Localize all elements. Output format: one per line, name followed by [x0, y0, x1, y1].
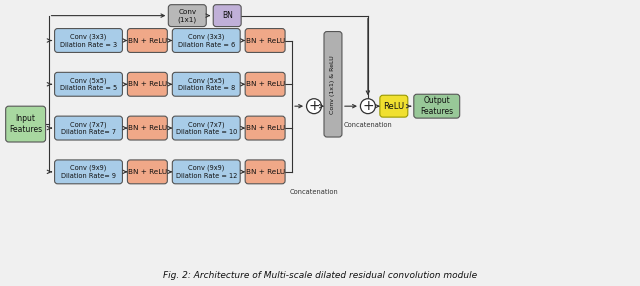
Text: Concatenation: Concatenation [290, 189, 339, 195]
Text: Conv (9x9)
Dilation Rate= 9: Conv (9x9) Dilation Rate= 9 [61, 165, 116, 179]
Text: Conv (5x5)
Dilation Rate = 8: Conv (5x5) Dilation Rate = 8 [178, 77, 235, 91]
FancyBboxPatch shape [127, 72, 167, 96]
Text: BN + ReLU: BN + ReLU [246, 37, 285, 43]
Text: +: + [308, 99, 320, 113]
FancyBboxPatch shape [127, 116, 167, 140]
Text: BN + ReLU: BN + ReLU [128, 81, 167, 87]
Text: BN: BN [222, 11, 232, 20]
FancyBboxPatch shape [245, 160, 285, 184]
Text: BN + ReLU: BN + ReLU [128, 169, 167, 175]
FancyBboxPatch shape [54, 160, 122, 184]
Text: Conv (1x1) & ReLU: Conv (1x1) & ReLU [330, 55, 335, 114]
Text: BN + ReLU: BN + ReLU [246, 81, 285, 87]
FancyBboxPatch shape [172, 160, 240, 184]
Text: +: + [362, 99, 374, 113]
Text: BN + ReLU: BN + ReLU [128, 125, 167, 131]
Circle shape [307, 99, 321, 114]
Text: Conv (5x5)
Dilation Rate = 5: Conv (5x5) Dilation Rate = 5 [60, 77, 117, 91]
Text: Conv (3x3)
Dilation Rate = 3: Conv (3x3) Dilation Rate = 3 [60, 33, 117, 47]
FancyBboxPatch shape [245, 116, 285, 140]
Text: Conv (9x9)
Dilation Rate = 12: Conv (9x9) Dilation Rate = 12 [175, 165, 237, 179]
FancyBboxPatch shape [213, 5, 241, 27]
Text: Conv (7x7)
Dilation Rate= 7: Conv (7x7) Dilation Rate= 7 [61, 121, 116, 135]
Text: Output
Features: Output Features [420, 96, 453, 116]
FancyBboxPatch shape [172, 72, 240, 96]
FancyBboxPatch shape [168, 5, 206, 27]
Text: BN + ReLU: BN + ReLU [128, 37, 167, 43]
FancyBboxPatch shape [245, 72, 285, 96]
Text: Conv (7x7)
Dilation Rate = 10: Conv (7x7) Dilation Rate = 10 [175, 121, 237, 135]
Text: BN + ReLU: BN + ReLU [246, 169, 285, 175]
Text: Conv (3x3)
Dilation Rate = 6: Conv (3x3) Dilation Rate = 6 [178, 33, 235, 47]
FancyBboxPatch shape [324, 31, 342, 137]
Text: Conv
(1x1): Conv (1x1) [178, 9, 197, 23]
FancyBboxPatch shape [54, 72, 122, 96]
FancyBboxPatch shape [6, 106, 45, 142]
FancyBboxPatch shape [172, 29, 240, 52]
FancyBboxPatch shape [172, 116, 240, 140]
FancyBboxPatch shape [54, 116, 122, 140]
FancyBboxPatch shape [127, 160, 167, 184]
Text: BN + ReLU: BN + ReLU [246, 125, 285, 131]
FancyBboxPatch shape [380, 95, 408, 117]
FancyBboxPatch shape [414, 94, 460, 118]
FancyBboxPatch shape [127, 29, 167, 52]
Circle shape [360, 99, 376, 114]
Text: Concatenation: Concatenation [344, 122, 392, 128]
FancyBboxPatch shape [245, 29, 285, 52]
Text: Fig. 2: Architecture of Multi-scale dilated residual convolution module: Fig. 2: Architecture of Multi-scale dila… [163, 271, 477, 280]
Text: Input
Features: Input Features [9, 114, 42, 134]
FancyBboxPatch shape [54, 29, 122, 52]
Text: ReLU: ReLU [383, 102, 404, 111]
